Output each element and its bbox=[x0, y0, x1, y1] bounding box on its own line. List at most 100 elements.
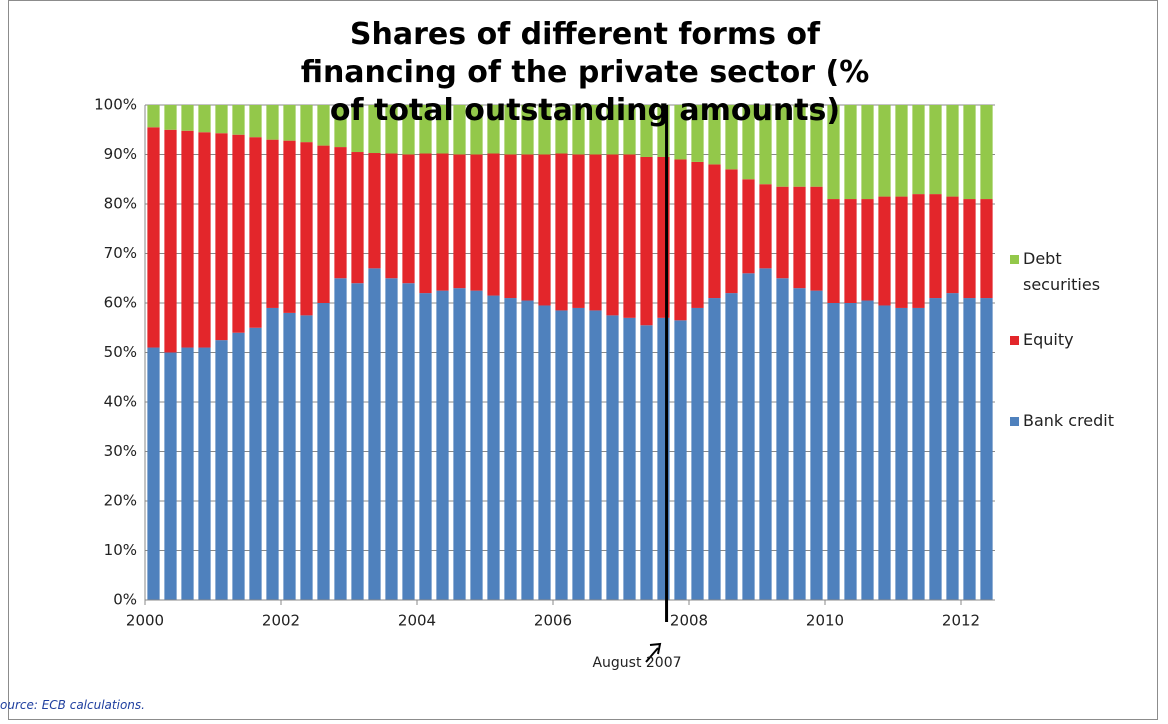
bar-segment bbox=[334, 147, 347, 279]
bar-segment bbox=[946, 196, 959, 294]
bar-segment bbox=[963, 105, 976, 200]
bar-segment bbox=[232, 332, 245, 600]
bar-segment bbox=[249, 105, 262, 138]
y-tick-label: 30% bbox=[104, 442, 137, 460]
bar-segment bbox=[861, 105, 874, 200]
bar-segment bbox=[861, 300, 874, 600]
bar-segment bbox=[878, 196, 891, 306]
bar-segment bbox=[555, 310, 568, 600]
bar-segment bbox=[793, 288, 806, 600]
x-tick-label: 2006 bbox=[534, 612, 572, 630]
y-tick-label: 50% bbox=[104, 343, 137, 361]
bar-segment bbox=[453, 105, 466, 155]
bar-segment bbox=[827, 105, 840, 200]
legend-label: Equity bbox=[1023, 330, 1074, 349]
bar-segment bbox=[827, 303, 840, 600]
bar-segment bbox=[708, 105, 721, 165]
bar-segment bbox=[572, 105, 585, 155]
bar-segment bbox=[317, 105, 330, 146]
bar-segment bbox=[725, 293, 738, 600]
bar-segment bbox=[249, 137, 262, 328]
y-tick-label: 40% bbox=[104, 393, 137, 411]
x-tick-label: 2012 bbox=[942, 612, 980, 630]
bar-segment bbox=[368, 268, 381, 600]
bar-segment bbox=[708, 164, 721, 299]
bar-segment bbox=[266, 105, 279, 140]
bar-segment bbox=[674, 105, 687, 160]
bar-segment bbox=[521, 105, 534, 155]
bar-segment bbox=[606, 154, 619, 316]
bar-segment bbox=[555, 105, 568, 154]
bar-segment bbox=[742, 273, 755, 600]
bar-segment bbox=[300, 315, 313, 600]
bar-segment bbox=[861, 199, 874, 301]
bar-segment bbox=[691, 105, 704, 162]
bar-segment bbox=[300, 105, 313, 143]
bar-segment bbox=[266, 139, 279, 308]
legend-label: Debt securities bbox=[1023, 249, 1101, 294]
bar-segment bbox=[810, 105, 823, 187]
bar-segment bbox=[844, 105, 857, 200]
y-tick-label: 0% bbox=[113, 591, 137, 609]
bar-segment bbox=[912, 105, 925, 195]
bar-segment bbox=[708, 298, 721, 600]
bar-segment bbox=[283, 140, 296, 313]
legend-item: Debt securities bbox=[1010, 246, 1150, 298]
bar-segment bbox=[504, 298, 517, 600]
bar-segment bbox=[385, 278, 398, 600]
bar-segment bbox=[589, 105, 602, 155]
bar-segment bbox=[283, 312, 296, 600]
bar-segment bbox=[895, 196, 908, 308]
bar-segment bbox=[215, 340, 228, 600]
bar-segment bbox=[470, 290, 483, 600]
legend-item: Bank credit bbox=[1010, 408, 1150, 434]
bar-segment bbox=[504, 154, 517, 299]
bar-segment bbox=[946, 293, 959, 600]
bar-segment bbox=[487, 153, 500, 296]
source-note: ource: ECB calculations. bbox=[0, 698, 145, 712]
bar-segment bbox=[895, 105, 908, 197]
bar-segment bbox=[164, 105, 177, 130]
bar-segment bbox=[487, 295, 500, 600]
bar-segment bbox=[946, 105, 959, 197]
bar-segment bbox=[521, 154, 534, 301]
annotation-arrow bbox=[645, 642, 662, 663]
bar-segment bbox=[759, 105, 772, 185]
bar-segment bbox=[453, 154, 466, 289]
y-tick-label: 80% bbox=[104, 195, 137, 213]
bar-segment bbox=[402, 154, 415, 284]
bar-segment bbox=[912, 194, 925, 308]
y-tick-label: 60% bbox=[104, 294, 137, 312]
bar-segment bbox=[317, 303, 330, 600]
bar-segment bbox=[181, 130, 194, 348]
bar-segment bbox=[368, 105, 381, 154]
y-tick-label: 90% bbox=[104, 145, 137, 163]
bar-segment bbox=[232, 134, 245, 333]
bar-segment bbox=[640, 105, 653, 157]
bar-segment bbox=[538, 305, 551, 600]
bar-segment bbox=[640, 156, 653, 326]
bar-segment bbox=[674, 320, 687, 600]
bar-segment bbox=[300, 142, 313, 316]
bar-segment bbox=[215, 133, 228, 341]
bar-segment bbox=[249, 327, 262, 600]
bar-segment bbox=[844, 303, 857, 600]
bar-segment bbox=[351, 105, 364, 153]
bar-segment bbox=[980, 298, 993, 600]
bar-segment bbox=[776, 186, 789, 279]
bar-segment bbox=[164, 352, 177, 600]
bar-segment bbox=[266, 307, 279, 600]
y-tick-label: 10% bbox=[104, 541, 137, 559]
bar-segment bbox=[317, 145, 330, 303]
bar-segment bbox=[623, 105, 636, 155]
x-tick-label: 2000 bbox=[126, 612, 164, 630]
x-tick-label: 2010 bbox=[806, 612, 844, 630]
bar-segment bbox=[453, 288, 466, 600]
bar-segment bbox=[436, 290, 449, 600]
bar-segment bbox=[419, 105, 432, 154]
y-tick-label: 70% bbox=[104, 244, 137, 262]
legend-label: Bank credit bbox=[1023, 411, 1115, 430]
bar-segment bbox=[351, 152, 364, 284]
bar-segment bbox=[198, 105, 211, 133]
